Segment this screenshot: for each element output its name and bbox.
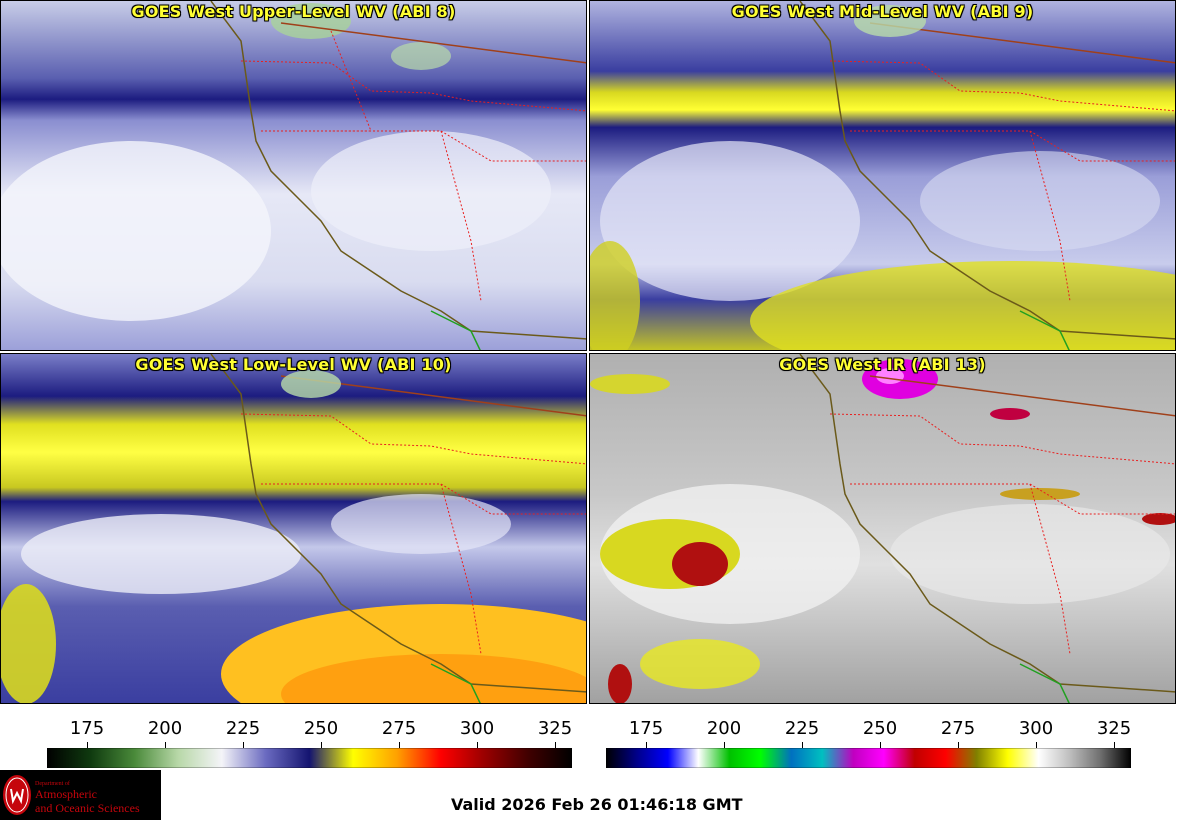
panel-ir: GOES West IR (ABI 13)	[589, 353, 1176, 704]
panel-mid-level-wv: GOES West Mid-Level WV (ABI 9)	[589, 0, 1176, 351]
tick-label: 300	[459, 718, 495, 739]
tick-label: 225	[784, 718, 820, 739]
panel-title: GOES West IR (ABI 13)	[779, 355, 986, 374]
tick-label: 200	[706, 718, 742, 739]
panel-upper-level-wv: GOES West Upper-Level WV (ABI 8)	[0, 0, 587, 351]
tick-label: 275	[381, 718, 417, 739]
university-seal-icon	[3, 775, 31, 815]
tick-label: 225	[225, 718, 261, 739]
aos-logo: Department of Atmospheric and Oceanic Sc…	[0, 770, 161, 820]
satellite-image-mid	[590, 1, 1175, 350]
panel-title: GOES West Upper-Level WV (ABI 8)	[131, 2, 456, 21]
panel-low-level-wv: GOES West Low-Level WV (ABI 10)	[0, 353, 587, 704]
tick-label: 200	[147, 718, 183, 739]
wv-colorbar	[47, 748, 572, 768]
panel-title: GOES West Low-Level WV (ABI 10)	[135, 355, 452, 374]
tick-label: 325	[537, 718, 573, 739]
panel-title: GOES West Mid-Level WV (ABI 9)	[731, 2, 1034, 21]
tick-label: 175	[628, 718, 664, 739]
tick-label: 325	[1096, 718, 1132, 739]
tick-label: 275	[940, 718, 976, 739]
ir-colorbar-ticks: 175 200 225 250 275 300 325	[606, 718, 1131, 748]
ir-colorbar	[606, 748, 1131, 768]
satellite-image-upper	[1, 1, 586, 350]
tick-label: 250	[303, 718, 339, 739]
valid-time: Valid 2026 Feb 26 01:46:18 GMT	[451, 795, 743, 814]
logo-dept: Department of	[35, 781, 70, 787]
colorbar-gradient	[47, 748, 572, 768]
tick-label: 300	[1018, 718, 1054, 739]
logo-line2: and Oceanic Sciences	[35, 801, 140, 815]
satellite-image-ir	[590, 354, 1175, 703]
tick-label: 250	[862, 718, 898, 739]
satellite-image-low	[1, 354, 586, 703]
colorbar-gradient	[606, 748, 1131, 768]
wv-colorbar-ticks: 175 200 225 250 275 300 325	[47, 718, 572, 748]
tick-label: 175	[69, 718, 105, 739]
logo-line1: Atmospheric	[35, 787, 97, 801]
